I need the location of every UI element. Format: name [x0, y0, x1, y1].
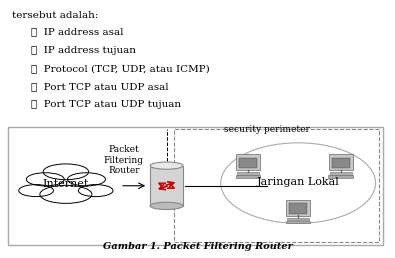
Text: Packet
Filtering
Router: Packet Filtering Router — [104, 145, 144, 175]
Text: Gambar 1. Packet Filtering Router: Gambar 1. Packet Filtering Router — [103, 243, 292, 252]
Circle shape — [40, 185, 92, 203]
Text: ➤  IP address asal: ➤ IP address asal — [31, 28, 123, 37]
Circle shape — [26, 173, 64, 186]
Ellipse shape — [150, 162, 183, 169]
FancyBboxPatch shape — [286, 200, 310, 216]
FancyBboxPatch shape — [239, 157, 257, 168]
Text: tersebut adalah:: tersebut adalah: — [12, 11, 98, 20]
FancyBboxPatch shape — [328, 175, 353, 178]
Text: Jaringan Lokal: Jaringan Lokal — [257, 177, 340, 187]
Text: ➤  IP address tujuan: ➤ IP address tujuan — [31, 46, 135, 55]
FancyBboxPatch shape — [287, 218, 309, 220]
FancyBboxPatch shape — [329, 154, 353, 170]
FancyBboxPatch shape — [286, 221, 310, 223]
Text: Internet: Internet — [43, 179, 89, 189]
Circle shape — [43, 164, 88, 180]
Circle shape — [68, 173, 105, 186]
FancyBboxPatch shape — [332, 157, 350, 168]
FancyBboxPatch shape — [236, 154, 260, 170]
Text: security perimeter: security perimeter — [224, 125, 310, 134]
Circle shape — [19, 184, 53, 197]
Text: ➤  Port TCP atau UDP asal: ➤ Port TCP atau UDP asal — [31, 82, 168, 91]
FancyBboxPatch shape — [329, 172, 352, 175]
FancyBboxPatch shape — [174, 130, 380, 242]
Text: ➤  Protocol (TCP, UDP, atau ICMP): ➤ Protocol (TCP, UDP, atau ICMP) — [31, 64, 209, 73]
FancyBboxPatch shape — [150, 166, 183, 206]
Circle shape — [78, 184, 113, 197]
Ellipse shape — [150, 202, 183, 209]
FancyBboxPatch shape — [289, 203, 307, 214]
Text: ➤  Port TCP atau UDP tujuan: ➤ Port TCP atau UDP tujuan — [31, 100, 181, 109]
FancyBboxPatch shape — [8, 127, 383, 245]
Ellipse shape — [221, 143, 376, 223]
FancyBboxPatch shape — [237, 172, 259, 175]
FancyBboxPatch shape — [235, 175, 260, 178]
